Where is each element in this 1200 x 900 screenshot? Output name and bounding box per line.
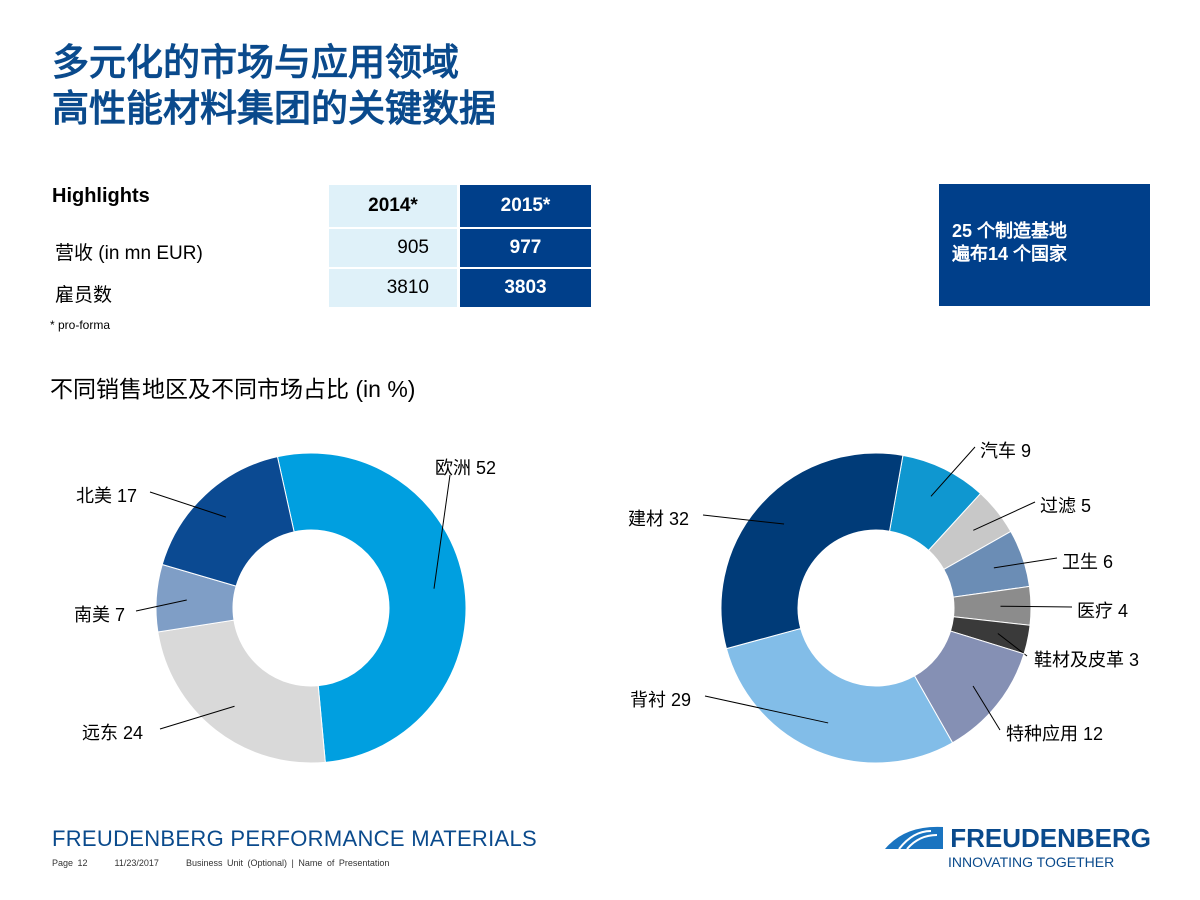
slice-1-7 xyxy=(720,452,904,650)
charts-subtitle: 不同销售地区及不同市场占比 (in %) xyxy=(50,376,416,402)
highlights-label: Highlights xyxy=(52,185,150,207)
label-medical: 医疗 4 xyxy=(1077,601,1129,621)
infobox-line-2: 遍布14 个国家 xyxy=(952,244,1068,264)
leader-line-1-0 xyxy=(930,446,976,497)
label-europe: 欧洲 52 xyxy=(435,458,497,478)
footer-info: Page 12 11/23/2017 Business Unit (Option… xyxy=(52,858,389,868)
footer-sep: | xyxy=(291,858,294,868)
page-title: 多元化的市场与应用领域 高性能材料集团的关键数据 xyxy=(52,40,496,132)
logo-wave-icon xyxy=(885,826,943,850)
header-2015: 2015* xyxy=(460,185,591,227)
footer-presentation: Name of Presentation xyxy=(298,858,390,868)
leader-line-0-1 xyxy=(159,705,235,730)
title-line-1: 多元化的市场与应用领域 xyxy=(52,42,459,83)
footer-unit: Business Unit (Optional) xyxy=(185,858,287,868)
label-south-america: 南美 7 xyxy=(74,605,126,625)
slice-0-3 xyxy=(161,456,295,587)
label-hygiene: 卫生 6 xyxy=(1062,552,1114,572)
label-filtration: 过滤 5 xyxy=(1040,496,1092,516)
revenue-2014: 905 xyxy=(329,229,457,267)
leader-line-0-3 xyxy=(149,491,227,518)
leader-line-1-5 xyxy=(972,685,1001,731)
row-label-employees: 雇员数 xyxy=(55,285,113,306)
leader-line-0-2 xyxy=(135,599,187,612)
label-north-america: 北美 17 xyxy=(76,486,138,506)
employees-2015: 3803 xyxy=(460,269,591,307)
freudenberg-logo: FREUDENBERG xyxy=(885,823,1151,854)
employees-2014: 3810 xyxy=(329,269,457,307)
leader-line-1-3 xyxy=(1000,605,1073,608)
footnote: * pro-forma xyxy=(50,318,111,332)
label-backing: 背衬 29 xyxy=(630,690,692,710)
slice-0-1 xyxy=(157,619,326,764)
label-specialties: 特种应用 12 xyxy=(1006,724,1104,744)
label-building: 建材 32 xyxy=(628,509,690,529)
logo-tagline: INNOVATING TOGETHER xyxy=(948,854,1115,870)
infobox-line-1: 25 个制造基地 xyxy=(952,221,1068,241)
leader-line-1-6 xyxy=(704,695,829,724)
footer-date: 11/23/2017 xyxy=(114,858,159,868)
footer-brand: FREUDENBERG PERFORMANCE MATERIALS xyxy=(52,826,537,851)
slice-0-0 xyxy=(276,452,467,763)
logo-name: FREUDENBERG xyxy=(950,823,1152,853)
row-label-revenue: 营收 (in mn EUR) xyxy=(55,243,203,264)
leader-line-0-0 xyxy=(433,474,451,589)
leader-line-1-2 xyxy=(993,557,1058,569)
page-number: Page 12 xyxy=(52,858,88,868)
title-line-2: 高性能材料集团的关键数据 xyxy=(52,88,496,129)
leader-line-1-1 xyxy=(973,501,1036,531)
label-far-east: 远东 24 xyxy=(82,723,144,743)
slice-1-6 xyxy=(725,627,954,764)
revenue-2015: 977 xyxy=(460,229,591,267)
header-2014: 2014* xyxy=(329,185,457,227)
leader-line-1-7 xyxy=(702,514,785,525)
leader-line-1-4 xyxy=(997,633,1028,657)
label-auto: 汽车 9 xyxy=(980,441,1032,461)
sites-infobox: 25 个制造基地 遍布14 个国家 xyxy=(939,184,1150,306)
label-shoe-leather: 鞋材及皮革 3 xyxy=(1034,650,1140,670)
